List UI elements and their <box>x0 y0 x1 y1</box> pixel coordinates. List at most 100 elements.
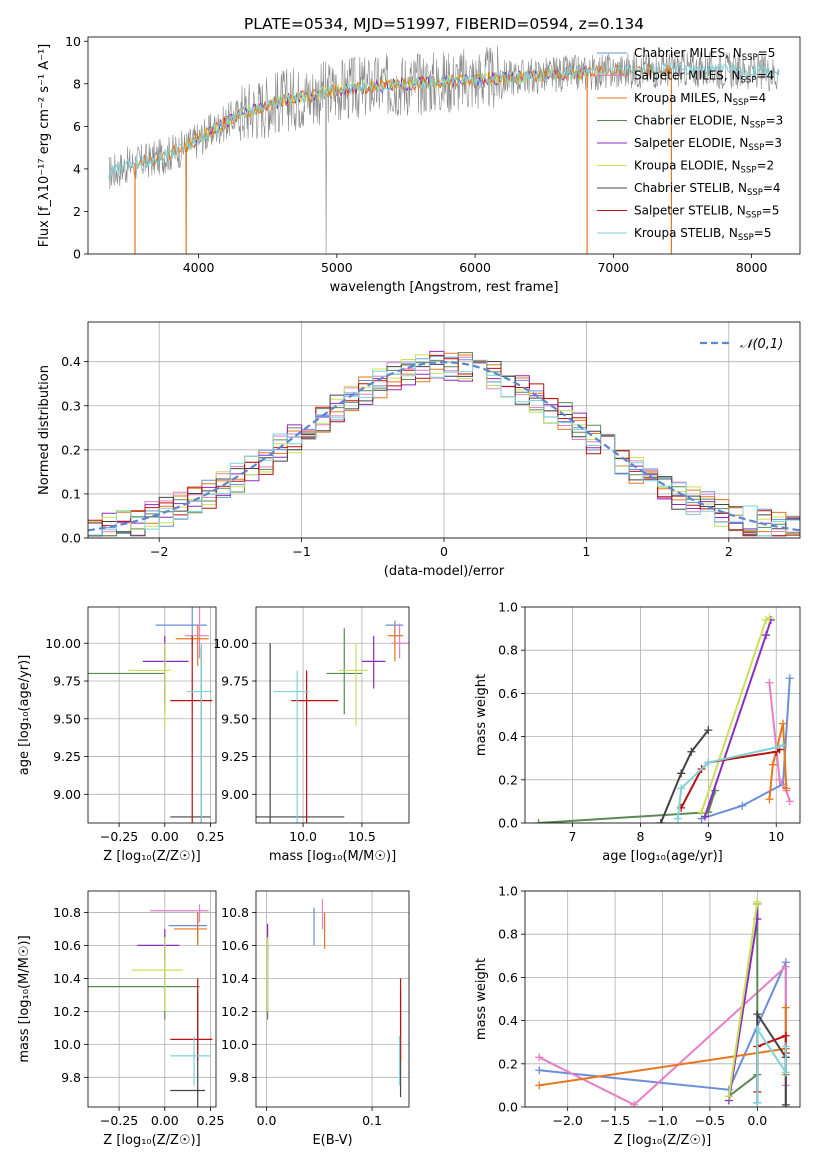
marker <box>534 819 543 823</box>
residual-hist-salpeter-stelib <box>88 354 800 537</box>
marker <box>781 962 790 971</box>
panel-age-vs-mass: 10.0 10.5 9.00 9.25 9.50 9.75 10.00 mass [log₁₀… <box>213 606 410 864</box>
y-tick-label: 10.6 <box>221 938 249 953</box>
marker <box>687 747 696 756</box>
marker <box>673 814 682 823</box>
y-tick-label: 0.2 <box>61 442 81 457</box>
marker <box>772 743 781 752</box>
residual-hist-chabrier-stelib <box>88 360 800 537</box>
y-tick-label: 0.2 <box>498 772 518 787</box>
x-axis-label: Z [log₁₀(Z/Z☉)] <box>614 1133 711 1148</box>
x-tick-label: −1.5 <box>600 1113 630 1128</box>
marker <box>724 1092 733 1101</box>
y-axis-label: mass weight <box>474 674 489 756</box>
y-axis-label: Flux [f_λ10⁻¹⁷ erg cm⁻² s⁻¹ A⁻¹] <box>37 44 52 248</box>
plot-area <box>267 899 402 1098</box>
plot-area <box>88 904 213 1107</box>
series-kroupa-miles <box>765 719 791 804</box>
marker <box>775 775 784 784</box>
y-tick-label: 0.0 <box>61 531 81 546</box>
y-tick-label: 0.6 <box>498 970 518 985</box>
observed-spectrum <box>108 45 780 254</box>
y-tick-label: 9.25 <box>221 749 249 764</box>
y-axis-label: mass [log₁₀(M/M☉)] <box>17 935 32 1062</box>
y-tick-label: 9.00 <box>221 787 249 802</box>
marker <box>700 812 709 821</box>
axes-frame <box>524 890 801 1108</box>
marker <box>738 801 747 810</box>
y-tick-label: 9.50 <box>221 711 249 726</box>
y-tick-label: 0.0 <box>498 816 518 831</box>
x-axis-label: mass [log₁₀(M/M☉)] <box>269 849 396 864</box>
legend-entry: Chabrier MILES, NSSP=5 <box>634 46 775 63</box>
point-kroupa-miles <box>387 625 404 662</box>
x-tick-label: −1 <box>292 544 310 559</box>
series-kroupa-stelib <box>753 1025 790 1107</box>
marker <box>785 797 794 806</box>
plot-area <box>88 350 800 537</box>
x-tick-label: 0.25 <box>197 1113 225 1128</box>
x-tick-label: 8000 <box>736 260 768 275</box>
marker <box>781 1042 790 1051</box>
panel-age-vs-z: −0.25 0.00 0.25 9.00 9.25 9.50 9.75 10.00 Z [log… <box>17 606 224 864</box>
marker <box>765 613 774 622</box>
marker <box>677 784 686 793</box>
marker <box>781 1003 790 1012</box>
y-tick-label: 10.8 <box>221 905 249 920</box>
y-tick-label: 0.4 <box>498 1013 518 1028</box>
y-tick-label: 10.6 <box>53 938 81 953</box>
y-tick-label: 10.4 <box>221 971 249 986</box>
legend-entry: Kroupa ELODIE, NSSP=2 <box>634 159 774 176</box>
marker <box>779 719 788 728</box>
legend-entry: Salpeter STELIB, NSSP=5 <box>634 204 779 221</box>
series-salpeter-elodie <box>700 615 775 821</box>
point-kroupa-stelib <box>170 1036 211 1086</box>
y-tick-label: 10.4 <box>53 971 81 986</box>
series-chabrier-stelib <box>656 726 713 823</box>
y-tick-label: 9.00 <box>53 787 81 802</box>
axes-frame <box>87 36 801 255</box>
marker <box>704 726 713 735</box>
panel-weight-vs-age: 7 8 9 10 0.0 0.2 0.4 0.6 0.8 1.0 age [log₁₀(age/yr… <box>474 600 801 864</box>
legend-entry: Salpeter ELODIE, NSSP=3 <box>634 136 782 153</box>
x-axis-label: wavelength [Angstrom, rest frame] <box>330 280 559 295</box>
point-salpeter-miles <box>150 904 209 923</box>
panel-residuals: −2 −1 0 1 2 0.0 0.1 0.2 0.3 0.4 (data-model)/error… <box>37 321 801 579</box>
point-salpeter-stelib <box>291 670 339 823</box>
x-axis-label: age [log₁₀(age/yr)] <box>602 849 723 864</box>
x-tick-label: −2.0 <box>552 1113 582 1128</box>
x-tick-label: 5000 <box>321 260 353 275</box>
x-tick-label: 8 <box>636 829 644 844</box>
y-tick-label: 9.75 <box>53 674 81 689</box>
x-tick-label: −1.0 <box>647 1113 677 1128</box>
point-kroupa-elodie <box>131 937 184 1012</box>
point-kroupa-stelib <box>273 670 309 823</box>
marker <box>535 1081 544 1090</box>
marker <box>704 758 713 767</box>
marker <box>768 760 777 769</box>
y-tick-label: 0.1 <box>61 486 81 501</box>
panel-spectrum: 4000 5000 6000 7000 8000 0 2 4 6 8 10 wavelength [A… <box>37 34 801 295</box>
y-tick-label: 0.4 <box>498 729 518 744</box>
x-tick-label: 1 <box>582 544 590 559</box>
y-tick-label: 0.2 <box>498 1056 518 1071</box>
axes-frame <box>524 606 801 824</box>
x-tick-label: 10 <box>768 829 784 844</box>
point-kroupa-stelib <box>186 643 213 823</box>
y-tick-label: 10.00 <box>45 636 81 651</box>
y-axis-label: mass weight <box>474 958 489 1040</box>
x-axis-label: (data-model)/error <box>384 564 505 579</box>
x-tick-label: 7 <box>569 829 577 844</box>
y-tick-label: 1.0 <box>498 600 518 615</box>
marker <box>782 784 791 793</box>
axes-frame <box>87 321 801 539</box>
y-tick-label: 9.8 <box>61 1070 81 1085</box>
legend-entry: Kroupa STELIB, NSSP=5 <box>634 226 772 243</box>
point-chabrier-stelib <box>256 643 345 823</box>
y-tick-label: 9.25 <box>53 749 81 764</box>
axes-frame <box>255 606 410 824</box>
x-axis-label: Z [log₁₀(Z/Z☉)] <box>103 1133 200 1148</box>
y-tick-label: 2 <box>73 204 81 219</box>
x-tick-label: 10.5 <box>348 829 376 844</box>
point-kroupa-elodie <box>128 643 171 728</box>
